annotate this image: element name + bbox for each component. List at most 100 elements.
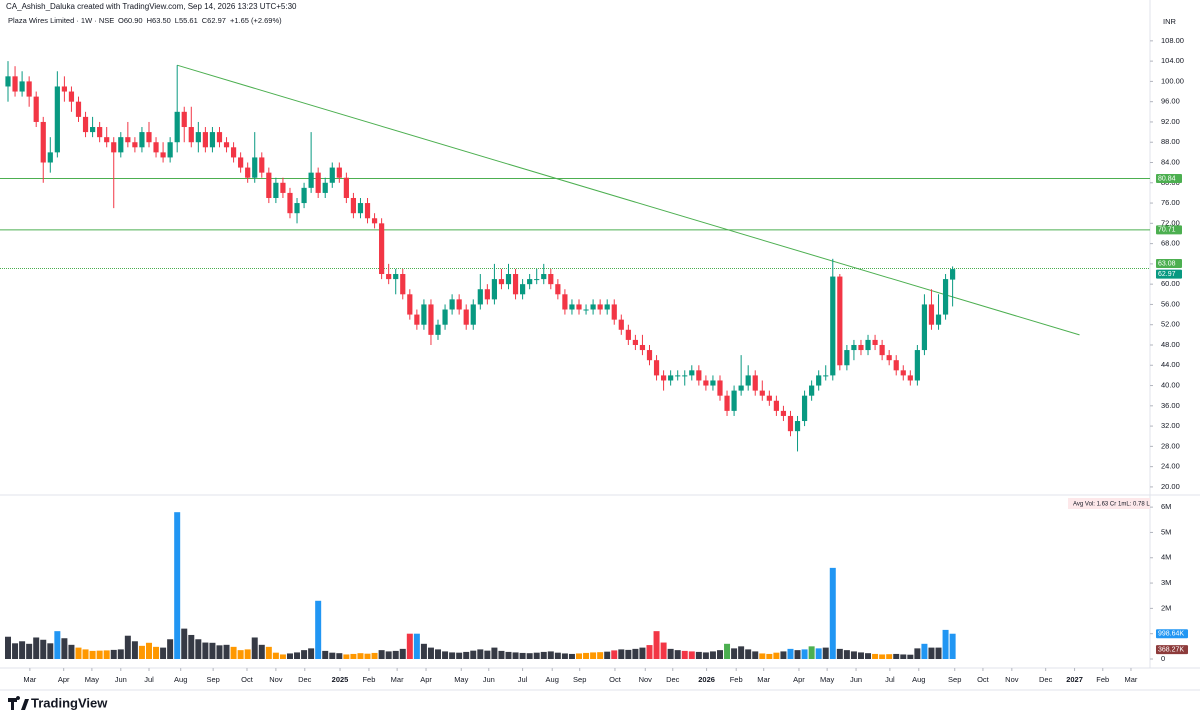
volume-bar <box>470 650 477 660</box>
y-tick-label: 60.00 <box>1161 279 1180 288</box>
volume-bar <box>695 651 702 660</box>
candle-body <box>534 279 540 281</box>
volume-bar <box>216 645 223 660</box>
attribution: CA_Ashish_Daluka created with TradingVie… <box>6 2 297 11</box>
y-tick-label: 72.00 <box>1161 218 1180 227</box>
candle-body <box>668 375 674 381</box>
volume-bar <box>294 652 301 660</box>
candle-body <box>562 294 568 310</box>
volume-bar <box>61 638 68 660</box>
candle-body <box>202 132 208 148</box>
volume-bar <box>787 648 794 660</box>
candle-body <box>604 304 610 310</box>
candle-body <box>498 279 505 285</box>
candle-body <box>75 101 82 117</box>
candle-body <box>463 309 469 325</box>
candle-body <box>914 350 920 381</box>
last-price-label: 62.97 <box>1158 271 1176 278</box>
volume-bar <box>738 646 745 660</box>
volume-bar <box>949 633 956 660</box>
candle-body <box>858 344 864 351</box>
volume-bar <box>752 651 759 660</box>
volume-bar <box>357 653 364 660</box>
level-label: 80.84 <box>1158 175 1176 182</box>
candle-body <box>752 375 758 391</box>
volume-bar <box>801 649 808 660</box>
avg-vol-box <box>1068 498 1150 509</box>
x-tick-label: Oct <box>241 675 254 684</box>
volume-bar <box>322 650 329 660</box>
candle-body <box>167 142 173 158</box>
candle-body <box>54 86 60 153</box>
legend-value: +1.65 (+2.69%) <box>230 16 282 25</box>
candle-body <box>470 304 476 325</box>
level-label-box <box>1156 174 1182 184</box>
volume-bar <box>237 650 244 660</box>
candle-body <box>245 167 251 178</box>
candle-body <box>238 157 244 168</box>
x-tick-label: Aug <box>174 675 187 684</box>
candle-body <box>414 314 420 325</box>
volume-bar <box>850 651 857 660</box>
x-tick-label: May <box>820 675 834 684</box>
volume-bar <box>336 653 343 660</box>
x-tick-label: 2027 <box>1066 675 1083 684</box>
candle-body <box>435 324 441 335</box>
volume-bar <box>716 650 723 660</box>
volume-bar <box>561 653 568 660</box>
x-tick-label: Nov <box>269 675 283 684</box>
volume-bar <box>907 654 914 660</box>
candle-body <box>89 127 96 133</box>
y-tick-label: 84.00 <box>1161 157 1180 166</box>
candle-body <box>886 355 892 361</box>
last-price-box <box>1156 269 1182 279</box>
y-tick-label: 48.00 <box>1161 340 1180 349</box>
volume-bar <box>519 652 526 660</box>
candle-body <box>160 152 166 158</box>
candle-body <box>879 344 885 356</box>
volume-bar <box>124 635 131 660</box>
volume-bar <box>505 651 512 660</box>
volume-bar <box>371 652 378 660</box>
volume-bar <box>5 636 12 660</box>
volume-bar <box>857 652 864 660</box>
candle-body <box>5 76 11 87</box>
volume-bar <box>674 650 681 660</box>
symbol-title: Plaza Wires Limited · 1W · NSE <box>8 16 114 25</box>
volume-bar <box>420 643 427 660</box>
volume-bar <box>75 647 82 660</box>
candle-body <box>26 81 32 97</box>
volume-bar <box>413 633 420 660</box>
candle-body <box>188 127 194 143</box>
volume-bar <box>597 652 604 660</box>
volume-bar <box>724 643 731 660</box>
x-tick-label: Jul <box>144 675 154 684</box>
x-tick-label: Nov <box>639 675 653 684</box>
volume-bar <box>590 652 597 660</box>
candle-body <box>872 339 878 345</box>
x-tick-label: Jul <box>518 675 528 684</box>
candle-body <box>675 375 681 377</box>
candle-body <box>216 132 223 143</box>
candle-body <box>773 400 779 411</box>
candle-body <box>583 309 589 311</box>
x-tick-label: Dec <box>298 675 312 684</box>
volume-bar <box>272 652 279 660</box>
candle-body <box>794 421 801 432</box>
volume-bar <box>406 633 413 660</box>
volume-bar <box>766 653 773 660</box>
legend-value: L55.61 <box>175 16 198 25</box>
volume-bar <box>872 653 879 660</box>
x-tick-label: Apr <box>420 675 432 684</box>
candle-body <box>597 304 603 310</box>
volume-bar <box>96 650 103 660</box>
candle-body <box>809 385 815 396</box>
candle-body <box>745 375 751 386</box>
candle-body <box>703 380 709 386</box>
volume-bar <box>138 645 145 660</box>
volume-bar <box>145 642 152 660</box>
candle-body <box>780 410 787 416</box>
candle-body <box>548 274 554 285</box>
volume-bar <box>442 651 449 660</box>
candle-body <box>921 304 928 351</box>
